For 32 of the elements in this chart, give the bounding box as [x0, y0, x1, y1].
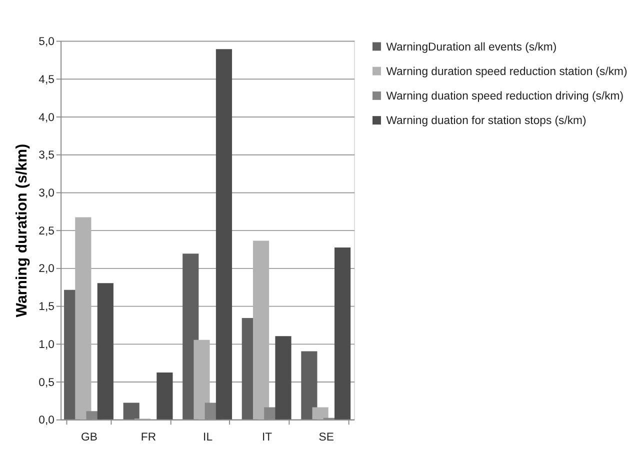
bar [97, 283, 114, 420]
legend-label: Warning duation speed reduction driving (s/km) [386, 90, 624, 102]
bar [216, 49, 232, 420]
y-axis-title: Warning duration (s/km) [13, 144, 30, 318]
bar [194, 340, 210, 420]
x-tick-label: SE [318, 432, 334, 444]
bar [312, 407, 328, 420]
bar [252, 240, 270, 420]
y-tick-label: 5,0 [38, 36, 54, 48]
y-tick-label: 4,0 [38, 112, 54, 124]
y-tick-label: 1,0 [38, 338, 54, 351]
bar [301, 351, 318, 420]
bar [75, 217, 92, 420]
x-tick-label: FR [140, 432, 156, 444]
y-tick-label: 0,0 [38, 414, 54, 427]
x-tick-label: IL [203, 432, 213, 444]
y-tick-label: 3,0 [38, 188, 54, 200]
y-tick-label: 2,0 [38, 263, 54, 276]
legend-label: Warning duration speed reduction station (s/km) [386, 66, 628, 78]
x-tick-label: GB [81, 432, 98, 444]
y-tick-label: 3,5 [38, 150, 54, 162]
bar [275, 336, 292, 420]
y-tick-label: 4,5 [38, 74, 54, 86]
y-tick-label: 0,5 [38, 376, 54, 389]
bar [156, 372, 173, 420]
bar [123, 402, 140, 420]
x-tick-label: IT [262, 432, 272, 444]
y-tick-label: 2,5 [38, 225, 54, 238]
bar [334, 248, 351, 420]
legend-label: Warning duation for station stops (s/km) [386, 115, 586, 128]
legend-label: WarningDuration all events (s/km) [386, 41, 557, 54]
y-tick-label: 1,5 [38, 301, 54, 314]
